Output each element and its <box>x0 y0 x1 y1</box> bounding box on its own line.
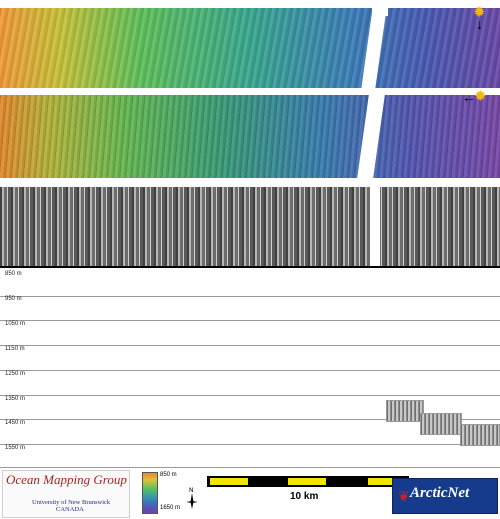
depth-line <box>0 296 500 297</box>
depth-line <box>0 345 500 346</box>
backscatter-strip <box>0 187 500 267</box>
depth-line <box>0 419 500 420</box>
section-divider <box>0 266 500 268</box>
sun-marker-icon: ✹ <box>473 4 486 21</box>
arrow-left-icon: ← <box>462 89 476 105</box>
university-label: University of New Brunswick <box>32 499 111 506</box>
depth-label: 850 m <box>5 271 22 277</box>
country-label: CANADA <box>56 506 84 513</box>
scale-segment <box>288 478 326 485</box>
profile-segment <box>386 400 424 422</box>
depth-profile-panel: 850 m 950 m 1050 m 1150 m 1250 m 1350 m … <box>0 268 500 468</box>
arcticnet-logo <box>392 478 498 514</box>
profile-segment <box>460 424 500 446</box>
scale-segment <box>368 478 406 485</box>
depth-color-legend <box>142 472 158 514</box>
depth-label: 950 m <box>5 296 22 302</box>
strip-gap <box>370 187 380 267</box>
depth-label: 1550 m <box>5 445 26 451</box>
profile-segment <box>420 413 462 435</box>
omg-logo-panel <box>2 470 130 518</box>
depth-line <box>0 395 500 396</box>
scale-bar <box>207 476 409 487</box>
depth-label: 1250 m <box>5 371 26 377</box>
depth-line <box>0 444 500 445</box>
legend-max-label: 1650 m <box>160 505 181 511</box>
depth-label: 1150 m <box>5 346 25 352</box>
depth-line <box>0 320 500 321</box>
depth-label: 1450 m <box>5 420 26 426</box>
north-arrow-icon: N <box>186 487 198 509</box>
bathymetry-strip-middle <box>0 95 500 178</box>
omg-title: Ocean Mapping Group <box>6 472 127 487</box>
depth-line <box>0 467 500 468</box>
maple-leaf-icon: ❦ <box>398 488 410 504</box>
bathymetry-strip-top <box>0 8 500 88</box>
scale-segment <box>210 478 248 485</box>
depth-line <box>0 370 500 371</box>
depth-label: 1050 m <box>5 321 26 327</box>
sun-marker-icon: ✹ <box>474 88 487 105</box>
arrow-down-icon: ↓ <box>476 16 483 32</box>
strip-notch <box>372 6 388 16</box>
depth-label: 1350 m <box>5 396 26 402</box>
scale-label: 10 km <box>290 491 319 502</box>
arcticnet-label: ArcticNet <box>410 485 470 501</box>
legend-min-label: 850 m <box>160 472 177 478</box>
svg-text:N: N <box>189 487 194 494</box>
